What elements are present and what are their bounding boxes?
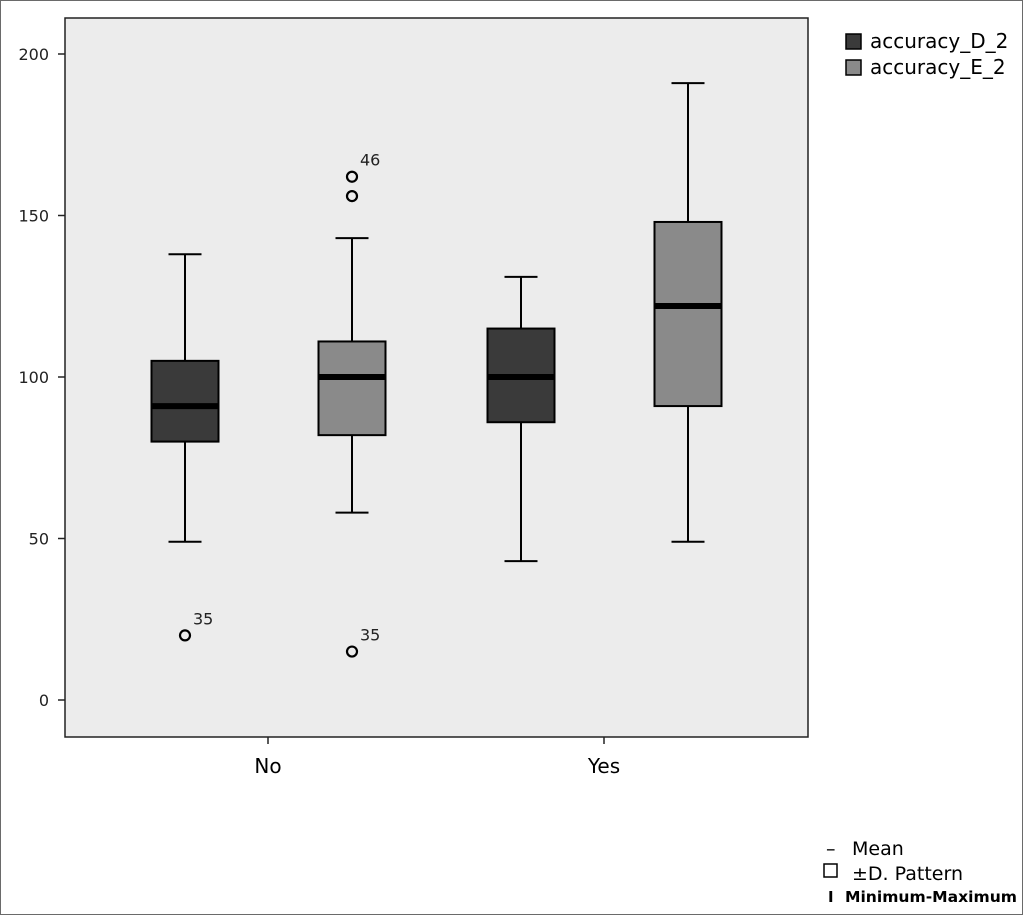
note-text-mean: Mean xyxy=(852,838,904,860)
x-axis: No Yes xyxy=(254,737,620,778)
note-symbol-range: I xyxy=(828,888,834,906)
outlier-label: 46 xyxy=(360,151,380,170)
iqr-box xyxy=(317,340,387,437)
note-symbol-box xyxy=(823,863,838,878)
y-tick-label: 150 xyxy=(18,207,49,226)
iqr-box xyxy=(150,359,220,443)
x-tick-label-no: No xyxy=(254,754,281,778)
box-accuracy_E_2-yes xyxy=(653,82,723,543)
legend-label-accuracy_D_2: accuracy_D_2 xyxy=(870,29,1008,53)
box-accuracy_E_2-no: 46 35 xyxy=(317,151,387,658)
note-text-pattern: ±D. Pattern xyxy=(852,863,963,885)
box-accuracy_D_2-no: 35 xyxy=(150,253,220,642)
box-accuracy_D_2-yes xyxy=(486,275,556,563)
note-symbol-mean: – xyxy=(826,838,836,860)
y-tick-label: 200 xyxy=(18,45,49,64)
outlier-point xyxy=(178,629,192,642)
y-tick-label: 50 xyxy=(29,530,49,549)
outlier-point xyxy=(345,170,359,183)
legend-swatch-accuracy_E_2 xyxy=(845,59,862,76)
note-text-range: Minimum-Maximum xyxy=(845,888,1017,906)
y-axis: 0 50 100 150 200 xyxy=(18,45,65,710)
outlier-point xyxy=(345,645,359,658)
x-tick-label-yes: Yes xyxy=(587,754,620,778)
outlier-label: 35 xyxy=(193,609,213,628)
y-tick-label: 100 xyxy=(18,368,49,387)
legend-notes: – Mean ±D. Pattern I Minimum-Maximum xyxy=(823,838,1017,906)
outlier-label: 35 xyxy=(360,626,380,645)
y-tick-label: 0 xyxy=(39,691,49,710)
legend-label-accuracy_E_2: accuracy_E_2 xyxy=(870,55,1006,79)
iqr-box xyxy=(653,220,723,408)
legend-swatch-accuracy_D_2 xyxy=(845,33,862,50)
box-series: 35 46 35 xyxy=(150,82,723,658)
outlier-point xyxy=(345,190,359,203)
